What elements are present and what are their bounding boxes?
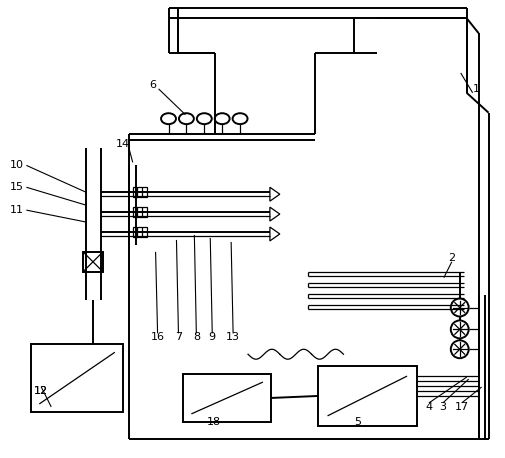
Bar: [183, 374, 271, 422]
Text: 1: 1: [473, 84, 480, 94]
Circle shape: [451, 321, 469, 338]
Text: 9: 9: [209, 333, 216, 342]
Text: 14: 14: [116, 138, 130, 148]
Polygon shape: [270, 227, 280, 241]
Text: 4: 4: [425, 402, 432, 412]
Text: 10: 10: [10, 160, 23, 170]
Bar: [31, 344, 123, 412]
Text: 6: 6: [149, 80, 156, 90]
Text: 16: 16: [150, 333, 165, 342]
Circle shape: [451, 299, 469, 316]
Polygon shape: [270, 207, 280, 221]
Text: 2: 2: [448, 253, 456, 263]
Text: 15: 15: [10, 182, 23, 192]
Polygon shape: [270, 187, 280, 201]
Text: 18: 18: [207, 417, 221, 427]
Text: 3: 3: [439, 402, 446, 412]
Text: 8: 8: [193, 333, 200, 342]
Ellipse shape: [233, 113, 247, 124]
Bar: [318, 366, 417, 426]
Text: 13: 13: [226, 333, 240, 342]
Ellipse shape: [197, 113, 212, 124]
Text: 12: 12: [34, 386, 48, 396]
Bar: [133, 227, 146, 237]
Bar: [133, 187, 146, 197]
Text: 12: 12: [34, 386, 48, 396]
Ellipse shape: [161, 113, 176, 124]
Text: 7: 7: [175, 333, 182, 342]
Ellipse shape: [215, 113, 230, 124]
Text: 11: 11: [10, 205, 23, 215]
Circle shape: [451, 340, 469, 358]
Text: 5: 5: [354, 417, 361, 427]
Ellipse shape: [179, 113, 194, 124]
Bar: [83, 252, 103, 272]
Bar: [133, 207, 146, 217]
Text: 17: 17: [454, 402, 469, 412]
